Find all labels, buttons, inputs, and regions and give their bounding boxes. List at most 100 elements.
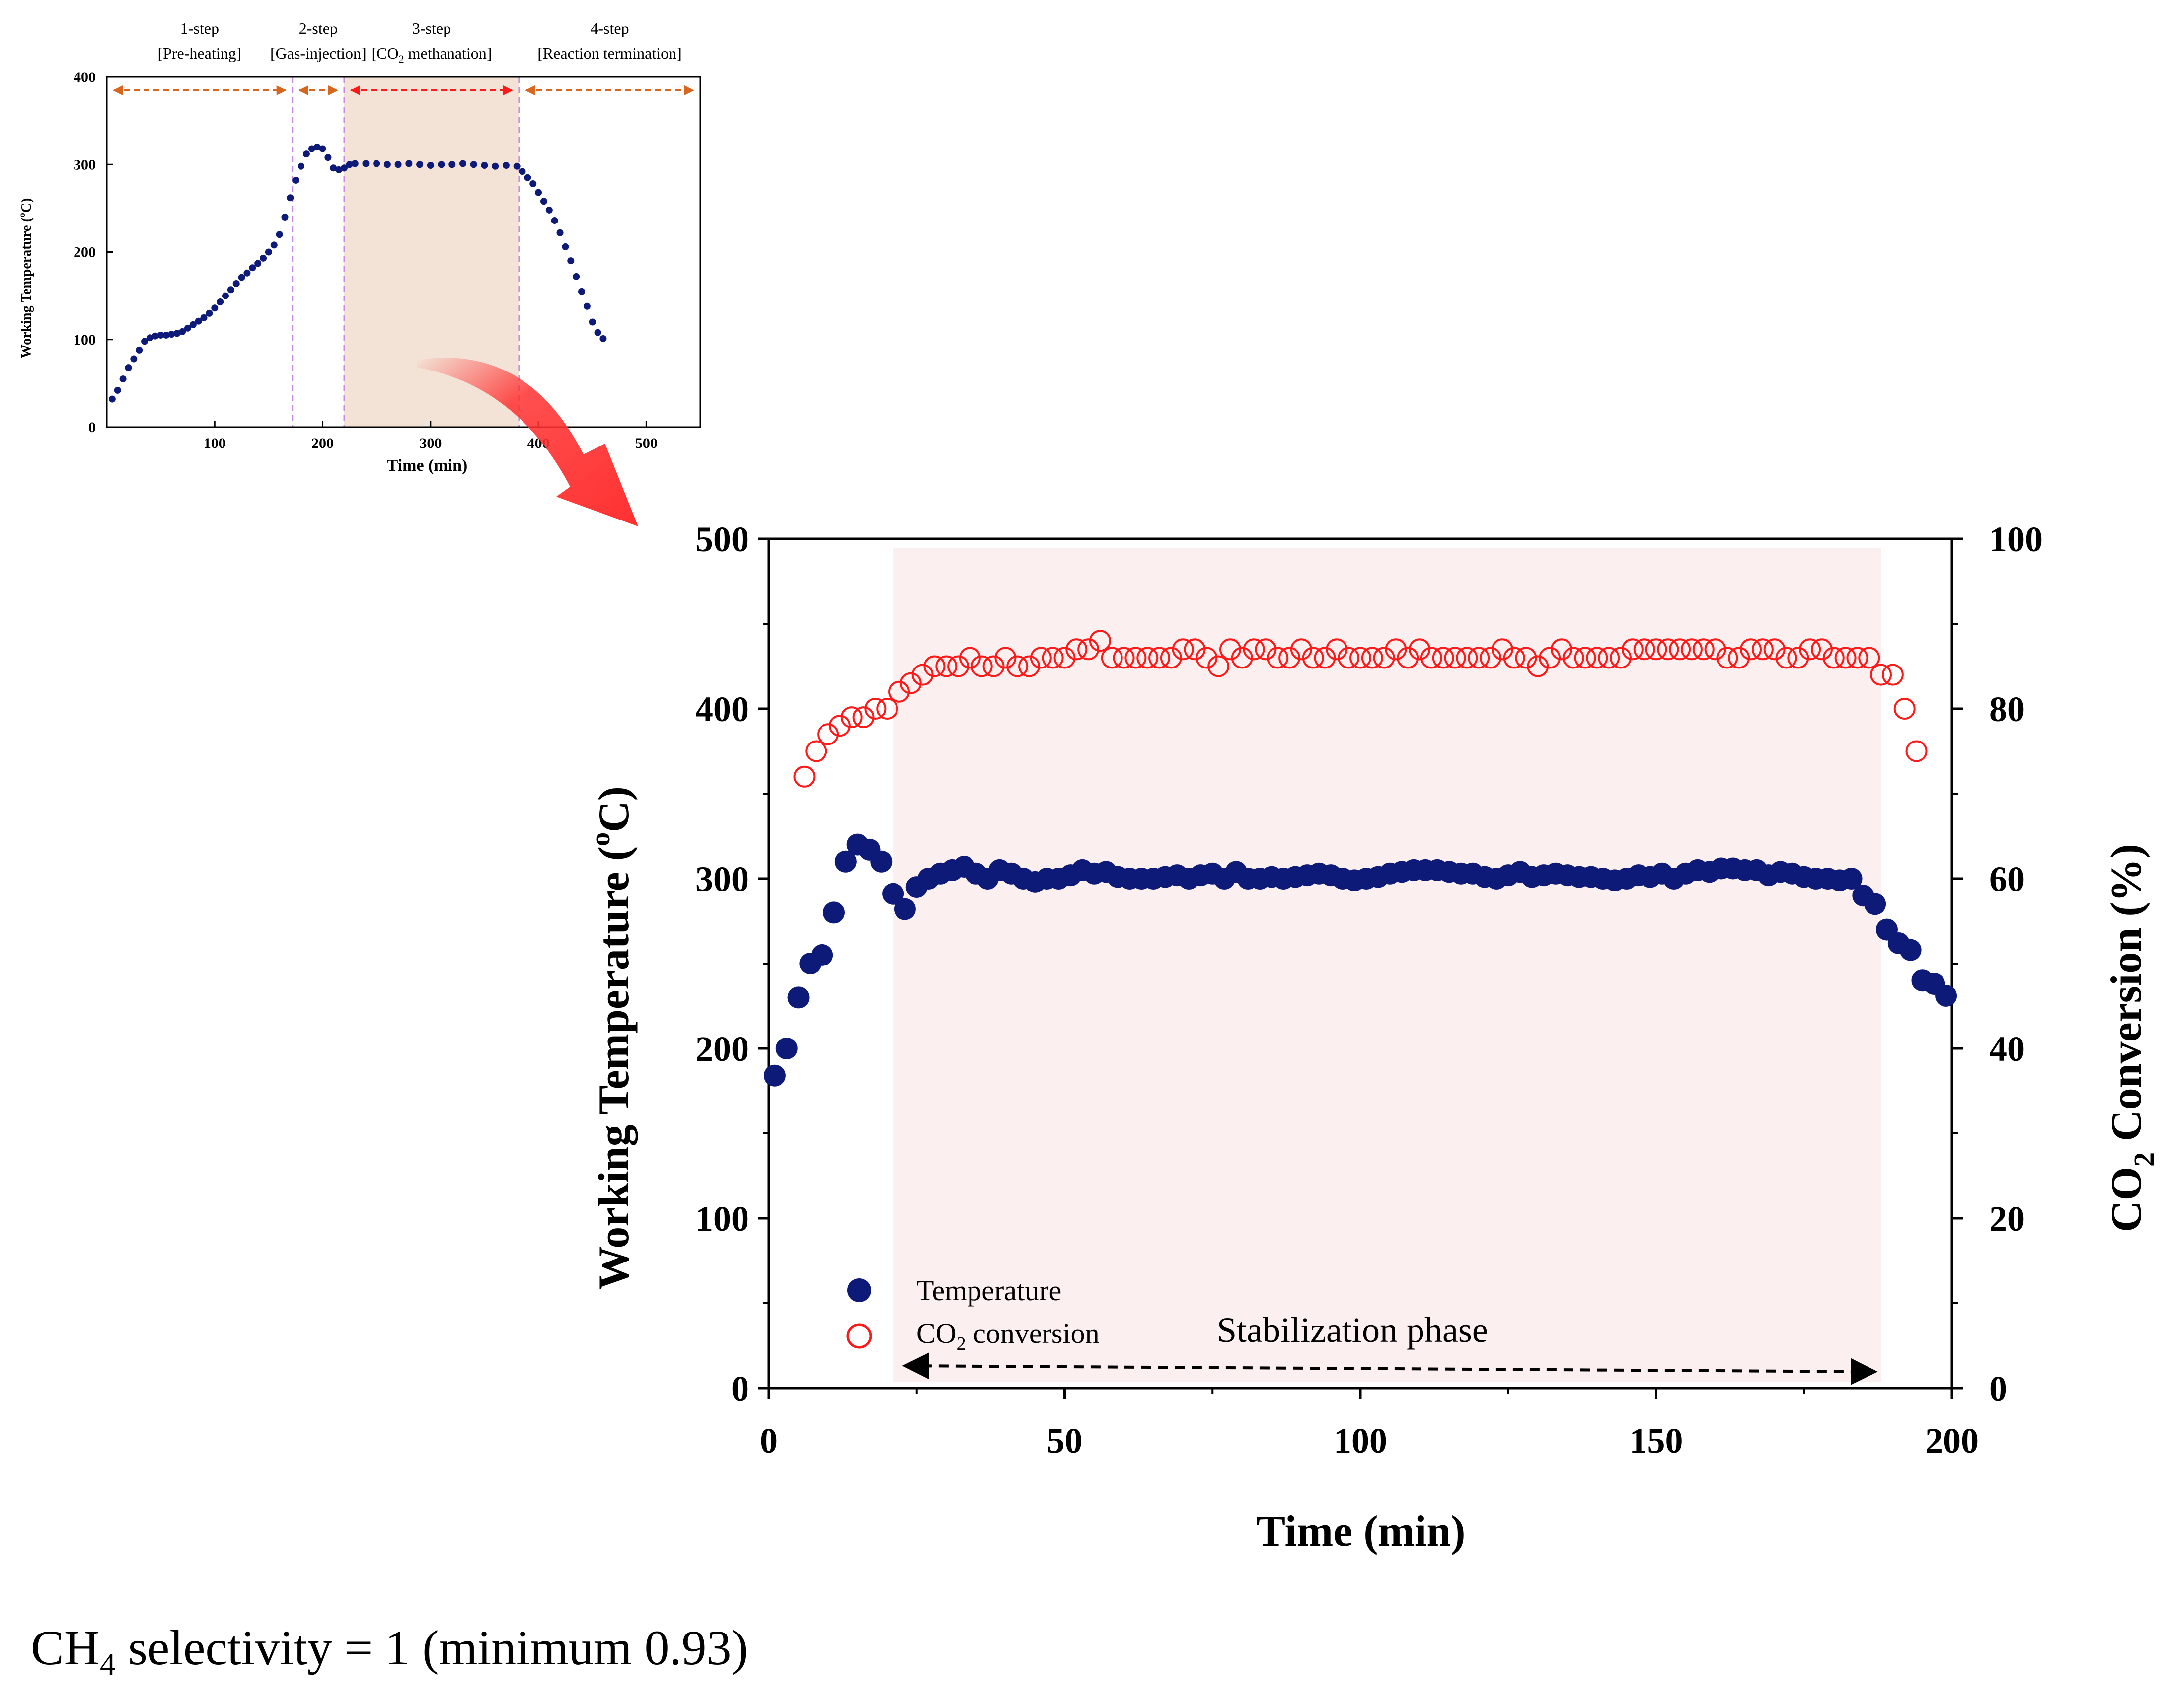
temperature-point — [1864, 893, 1886, 915]
inset-x-tick-label: 500 — [635, 435, 658, 451]
inset-step-3-label: [CO2 methanation] — [372, 44, 492, 65]
co2-conversion-point — [1657, 638, 1679, 661]
inset-temperature-point — [556, 229, 564, 236]
co2-conversion-point — [1267, 647, 1289, 669]
main-y-right-tick-label: 20 — [1989, 1199, 2025, 1239]
co2-conversion-point — [1006, 655, 1029, 677]
co2-conversion-point — [1101, 647, 1123, 669]
co2-conversion-point — [923, 655, 946, 677]
co2-conversion-point — [1775, 647, 1797, 669]
inset-temperature-point — [173, 330, 181, 337]
inset-temperature-point — [184, 324, 191, 332]
co2-conversion-point — [1018, 655, 1041, 677]
co2-conversion-point — [1539, 647, 1561, 669]
inset-temperature-point — [573, 273, 580, 280]
main-x-tick-label: 50 — [1047, 1421, 1083, 1461]
main-y-right-tick-label: 60 — [1989, 859, 2025, 899]
inset-temperature-point — [335, 166, 343, 173]
co2-conversion-point — [1349, 647, 1371, 669]
co2-conversion-point — [982, 655, 1005, 677]
inset-x-tick-label: 200 — [311, 435, 334, 451]
inset-temperature-point — [341, 164, 348, 172]
inset-temperature-point — [270, 241, 278, 249]
co2-conversion-point — [1468, 647, 1490, 669]
stabilization-region — [893, 548, 1881, 1382]
legend: Temperature CO2 conversion — [846, 1274, 1100, 1354]
inset-temperature-point — [298, 162, 305, 170]
co2-conversion-point — [864, 698, 887, 720]
main-x-axis: 0 50 100 150 200 — [760, 1388, 1979, 1461]
co2-conversion-point — [1302, 647, 1324, 669]
co2-conversion-point — [828, 715, 851, 737]
inset-step-1-name: 1-step — [180, 19, 219, 37]
co2-conversion-point — [1751, 638, 1774, 661]
main-y-right-tick-label: 40 — [1989, 1029, 2025, 1069]
inset-temperature-point — [119, 375, 127, 383]
co2-conversion-point — [947, 655, 970, 677]
inset-temperature-point — [217, 298, 224, 305]
inset-temperature-point — [179, 328, 186, 335]
inset-temperature-point — [254, 260, 262, 267]
main-y-left-tick-label: 200 — [695, 1029, 749, 1069]
inset-temperature-point — [524, 174, 531, 181]
inset-temperature-point — [114, 386, 121, 394]
legend-conversion-label: CO2 conversion — [916, 1317, 1100, 1354]
inset-temperature-point — [168, 331, 175, 338]
co2-conversion-point — [1255, 638, 1277, 661]
inset-temperature-point — [405, 160, 413, 167]
inset-temperature-point — [351, 160, 359, 167]
inset-step-4-label: [Reaction termination] — [537, 44, 682, 62]
co2-conversion-point — [1527, 655, 1549, 677]
co2-conversion-point — [899, 672, 922, 694]
co2-conversion-point — [1409, 638, 1431, 661]
stabilization-arrow — [902, 1352, 1878, 1385]
inset-x-axis-label: Time (min) — [387, 456, 468, 475]
inset-temperature-point — [459, 160, 466, 167]
inset-temperature-point — [481, 162, 488, 169]
temperature-point — [763, 1064, 786, 1087]
co2-conversion-point — [1716, 647, 1738, 669]
co2-conversion-point — [1420, 647, 1442, 669]
co2-conversion-point — [1550, 638, 1572, 661]
inset-temperature-point — [151, 332, 159, 340]
co2-conversion-point — [1491, 638, 1513, 661]
inset-temperature-point — [281, 214, 289, 221]
temperature-point — [811, 944, 833, 966]
inset-temperature-point — [470, 161, 477, 168]
inset-temperature-point — [232, 280, 240, 287]
co2-conversion-point — [911, 664, 934, 686]
co2-conversion-point — [1574, 647, 1596, 669]
inset-temperature-point — [324, 154, 332, 161]
co2-conversion-point — [1870, 664, 1892, 686]
inset-temperature-point — [162, 331, 170, 339]
inset-y-tick-label: 100 — [74, 332, 96, 348]
inset-temperature-point — [373, 160, 380, 167]
inset-temperature-point — [276, 231, 283, 238]
co2-conversion-point — [1338, 647, 1360, 669]
main-y-axis-right-label: CO2 Conversion (%) — [2102, 844, 2160, 1232]
co2-conversion-point — [1456, 647, 1478, 669]
co2-conversion-point — [1373, 647, 1395, 669]
inset-step-label-sub: 2 — [399, 53, 404, 65]
inset-temperature-point — [222, 292, 229, 299]
co2-conversion-point — [1385, 638, 1407, 661]
co2-conversion-point — [1397, 647, 1419, 669]
co2-conversion-point — [1881, 664, 1904, 686]
co2-conversion-point — [1113, 647, 1135, 669]
inset-temperature-point — [394, 161, 402, 168]
co2-conversion-point — [1148, 647, 1171, 669]
main-y-axis-left-label: Working Temperature (oC) — [585, 786, 638, 1290]
co2-conversion-point — [805, 740, 827, 762]
inset-temperature-point — [249, 264, 256, 272]
temperature-point — [1899, 939, 1922, 961]
inset-temperature-point — [146, 334, 153, 342]
co2-conversion-point — [1669, 638, 1691, 661]
main-y-left-tick-label: 100 — [695, 1199, 749, 1239]
co2-conversion-point — [1846, 647, 1868, 669]
co2-conversion-point — [1326, 638, 1348, 661]
legend-temperature-marker — [847, 1278, 871, 1302]
zoom-arrow — [417, 358, 638, 526]
inset-step-2-label: [Gas-injection] — [270, 44, 367, 62]
